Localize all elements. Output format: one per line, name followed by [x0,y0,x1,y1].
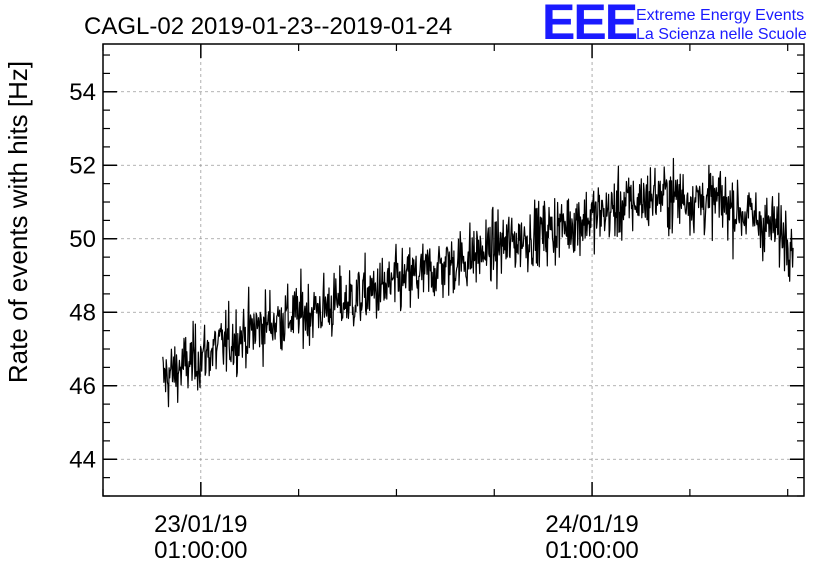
y-tick-label: 52 [69,152,96,179]
chart-title: CAGL-02 2019-01-23--2019-01-24 [84,13,452,40]
y-tick-label: 48 [69,299,96,326]
y-tick-label: 54 [69,79,96,106]
eee-logo: EEE Extreme Energy Events La Scienza nel… [542,0,807,50]
y-tick-label: 44 [69,446,96,473]
grid-lines [103,44,804,496]
axis-ticks [102,44,804,497]
eee-logo-line1: Extreme Energy Events [636,7,804,24]
plot-frame [102,43,805,497]
eee-logo-line2: La Scienza nelle Scuole [636,26,807,43]
eee-logo-mark: EEE [542,0,637,50]
x-tick-label-date: 23/01/19 [154,511,247,538]
y-tick-label: 46 [69,373,96,400]
x-tick-label-time: 01:00:00 [545,537,638,564]
x-tick-label-time: 01:00:00 [154,537,247,564]
series-group [162,157,794,408]
x-tick-label-date: 24/01/19 [545,511,638,538]
tick-labels: 44464850525423/01/1901:00:0024/01/1901:0… [69,79,638,564]
y-axis-label: Rate of events with hits [Hz] [3,61,33,383]
y-tick-label: 50 [69,226,96,253]
rate-series-line [162,157,794,408]
